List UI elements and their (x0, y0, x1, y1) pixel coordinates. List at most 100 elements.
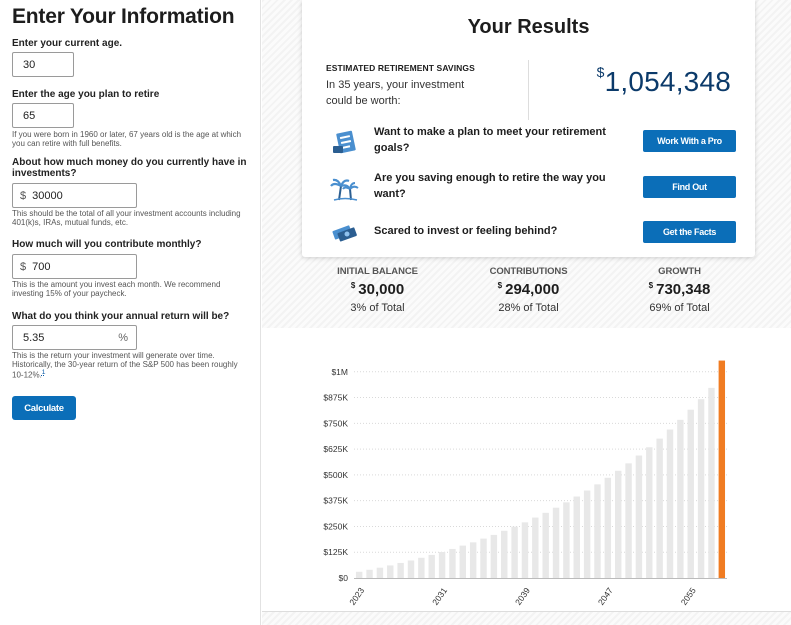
y-tick-label: $875K (323, 393, 348, 403)
y-tick-label: $125K (323, 547, 348, 557)
bar (511, 526, 518, 578)
y-tick-label: $1M (331, 367, 348, 377)
stat-percent: 69% of Total (649, 302, 710, 314)
bar (646, 447, 653, 578)
bar (604, 477, 612, 578)
annual-return-input[interactable]: 5.35 % (12, 325, 137, 350)
currency-symbol: $ (648, 281, 654, 290)
retire-age-value: 65 (23, 109, 36, 122)
x-tick-label: 2023 (347, 585, 366, 606)
bar (490, 534, 498, 578)
monthly-contribution-value: 700 (32, 260, 51, 273)
bar (355, 571, 363, 578)
y-tick-label: $500K (323, 470, 348, 480)
bar (469, 542, 477, 578)
return-help-text: This is the return your investment will … (12, 351, 238, 380)
divider (262, 611, 791, 612)
dollar-prefix: $ (20, 189, 27, 202)
bar (573, 496, 580, 578)
bar (428, 554, 435, 578)
monthly-contribution-input[interactable]: $ 700 (12, 254, 137, 279)
retire-age-help: If you were born in 1960 or later, 67 ye… (12, 130, 242, 148)
highlight-bar (718, 360, 726, 578)
stat-number: 730,348 (656, 281, 711, 298)
percent-suffix: % (118, 331, 128, 344)
action-row-scared: Scared to invest or feeling behind? Get … (326, 221, 736, 260)
bar (635, 455, 643, 578)
x-tick-label: 2055 (679, 585, 698, 606)
stat-value: $294,000 (453, 281, 604, 298)
summary-stats: INITIAL BALANCE $30,000 3% of Total CONT… (302, 266, 755, 322)
estimated-amount: $1,054,348 (597, 64, 731, 98)
y-tick-label: $375K (323, 496, 348, 506)
stat-label: CONTRIBUTIONS (489, 266, 568, 277)
bar (677, 419, 684, 578)
currency-symbol: $ (596, 64, 605, 80)
current-age-value: 30 (23, 58, 36, 71)
get-the-facts-button[interactable]: Get the Facts (643, 221, 736, 243)
input-panel: Enter Your Information Enter your curren… (0, 0, 261, 625)
bar (542, 512, 549, 578)
return-label: What do you think your annual return wil… (12, 311, 230, 322)
x-tick-label: 2039 (513, 585, 532, 606)
bar (625, 463, 632, 578)
bar (594, 484, 601, 578)
stat-value: $730,348 (604, 281, 755, 298)
results-panel: Your Results ESTIMATED RETIREMENT SAVING… (262, 0, 791, 625)
dollar-prefix: $ (20, 260, 27, 273)
bar (563, 502, 570, 578)
bar (438, 552, 446, 578)
bar (552, 507, 560, 578)
divider (528, 60, 529, 120)
bar (687, 409, 694, 578)
retire-age-label: Enter the age you plan to retire (12, 89, 160, 100)
bar (480, 538, 487, 578)
stat-percent: 3% of Total (350, 302, 405, 314)
bar (387, 565, 394, 578)
stat-label: GROWTH (658, 266, 701, 277)
bar (697, 399, 705, 578)
bar (666, 429, 674, 578)
growth-chart-area: $0 $125K $250K $375K $500K $625K $750K $875K $1M… (262, 328, 791, 611)
y-tick-label: $250K (323, 521, 348, 531)
calculate-button[interactable]: Calculate (12, 396, 76, 420)
y-tick-label: $750K (323, 418, 348, 428)
stat-growth: GROWTH $730,348 69% of Total (604, 266, 755, 314)
palm-trees-icon (330, 178, 359, 201)
bar (521, 522, 529, 578)
bar (449, 548, 456, 578)
estimate-title: ESTIMATED RETIREMENT SAVINGS (326, 63, 475, 73)
action-text-plan: Want to make a plan to meet your retirem… (374, 126, 606, 154)
retire-age-input[interactable]: 65 (12, 103, 74, 128)
bar (501, 530, 508, 578)
results-card: Your Results ESTIMATED RETIREMENT SAVING… (302, 0, 755, 257)
age-label: Enter your current age. (12, 38, 123, 49)
action-row-saving: Are you saving enough to retire the way … (326, 170, 736, 208)
form-heading: Enter Your Information (12, 5, 235, 28)
investments-label: About how much money do you currently ha… (12, 157, 247, 179)
results-heading: Your Results (467, 16, 590, 38)
bar (656, 438, 663, 578)
growth-chart: $0 $125K $250K $375K $500K $625K $750K $875K $1M… (323, 360, 727, 607)
y-tick-label: $0 (339, 573, 349, 583)
current-age-input[interactable]: 30 (12, 52, 74, 77)
investments-value: 30000 (32, 189, 63, 202)
investments-help: This should be the total of all your inv… (12, 209, 241, 227)
stat-initial-balance: INITIAL BALANCE $30,000 3% of Total (302, 266, 453, 314)
annual-return-value: 5.35 (23, 331, 45, 344)
currency-symbol: $ (497, 281, 503, 290)
stat-label: INITIAL BALANCE (337, 266, 418, 277)
stat-number: 294,000 (505, 281, 560, 298)
footnote-link[interactable]: 1 (41, 369, 46, 376)
monthly-label: How much will you contribute monthly? (12, 239, 202, 250)
find-out-button[interactable]: Find Out (643, 176, 736, 198)
investments-input[interactable]: $ 30000 (12, 183, 137, 208)
action-text-saving: Are you saving enough to retire the way … (374, 172, 606, 200)
x-tick-label: 2031 (430, 585, 449, 606)
work-with-pro-button[interactable]: Work With a Pro (643, 130, 736, 152)
currency-symbol: $ (350, 281, 356, 290)
bar (407, 560, 415, 578)
bar (459, 545, 467, 578)
return-help: This is the return your investment will … (12, 351, 248, 380)
amount-value: 1,054,348 (604, 66, 731, 97)
